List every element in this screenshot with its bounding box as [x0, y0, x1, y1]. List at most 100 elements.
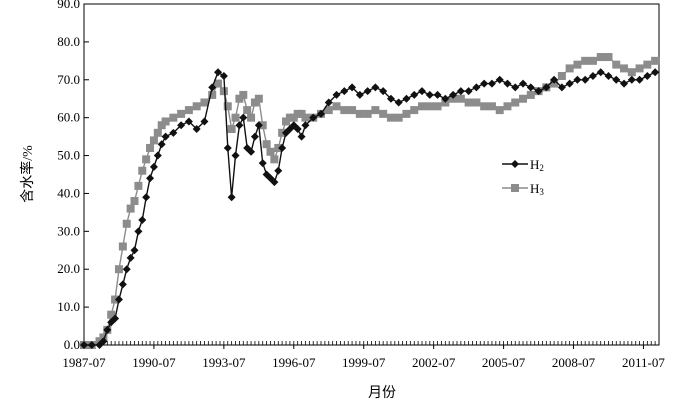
data-point: [433, 90, 442, 99]
x-axis: 1987-07 1990-07 1993-07 1996-07 1999-07 2002-…: [62, 341, 665, 370]
data-point: [348, 106, 357, 115]
x-tick-label: 1996-07: [272, 355, 316, 370]
data-point: [596, 68, 605, 77]
data-point: [250, 132, 259, 141]
data-point: [581, 56, 590, 65]
data-point: [573, 60, 582, 69]
data-point: [588, 71, 597, 80]
data-point: [270, 178, 279, 187]
data-point: [114, 295, 123, 304]
legend: H2 H3: [502, 157, 544, 197]
data-point: [111, 314, 120, 323]
data-point: [126, 253, 135, 262]
data-point: [635, 64, 644, 73]
data-point: [184, 117, 193, 126]
data-point: [612, 60, 621, 69]
data-point: [651, 68, 660, 77]
data-point: [266, 147, 275, 156]
data-point: [134, 181, 143, 190]
data-point: [149, 136, 158, 145]
data-point: [487, 79, 496, 88]
x-tick-label: 2005-07: [482, 355, 526, 370]
x-tick-label: 1987-07: [62, 355, 106, 370]
series-line: [84, 71, 656, 346]
data-point: [262, 140, 271, 149]
series-line: [84, 56, 656, 346]
data-point: [627, 75, 636, 84]
data-point: [418, 87, 427, 96]
data-point: [573, 75, 582, 84]
data-point: [620, 79, 629, 88]
data-point: [480, 79, 489, 88]
data-point: [177, 109, 186, 118]
data-point: [332, 102, 341, 111]
data-point: [138, 215, 147, 224]
data-point: [456, 94, 465, 103]
data-point: [161, 132, 170, 141]
data-point: [177, 121, 186, 130]
data-point: [114, 265, 123, 274]
data-point: [169, 128, 178, 137]
data-point: [254, 121, 263, 130]
y-tick-label: 70.0: [57, 72, 80, 87]
data-point: [495, 106, 504, 115]
data-point: [643, 60, 652, 69]
data-point: [219, 87, 228, 96]
data-point: [495, 75, 504, 84]
data-point: [208, 83, 217, 92]
data-point: [142, 155, 151, 164]
data-point: [103, 325, 112, 334]
data-point: [355, 109, 364, 118]
data-point: [223, 143, 232, 152]
data-point: [379, 87, 388, 96]
data-point: [130, 197, 139, 206]
data-point: [146, 143, 155, 152]
data-point: [526, 83, 535, 92]
x-tick-label: 2002-07: [412, 355, 456, 370]
legend-label: H2: [530, 157, 544, 173]
data-point: [441, 94, 450, 103]
data-point: [239, 90, 248, 99]
data-point: [200, 98, 209, 107]
data-point: [519, 94, 528, 103]
legend-item-H3: H3: [502, 181, 544, 197]
data-point: [219, 71, 228, 80]
data-point: [386, 113, 395, 122]
data-point: [316, 109, 325, 118]
data-point: [511, 98, 520, 107]
legend-label: H3: [530, 181, 544, 197]
data-point: [157, 140, 166, 149]
data-point: [122, 219, 131, 228]
data-point: [425, 102, 434, 111]
data-point: [309, 113, 318, 122]
data-point: [534, 87, 543, 96]
data-point: [355, 90, 364, 99]
data-point: [581, 75, 590, 84]
series-layer: [80, 53, 660, 349]
y-tick-label: 20.0: [57, 261, 80, 276]
data-point: [161, 117, 170, 126]
data-point: [254, 94, 263, 103]
data-point: [214, 68, 223, 77]
data-point: [231, 113, 240, 122]
data-point: [472, 83, 481, 92]
data-point: [503, 79, 512, 88]
data-point: [301, 113, 310, 122]
y-tick-label: 50.0: [57, 148, 80, 163]
data-point: [612, 75, 621, 84]
data-point: [643, 71, 652, 80]
data-point: [604, 53, 613, 62]
data-point: [371, 83, 380, 92]
data-point: [247, 147, 256, 156]
legend-item-H2: H2: [502, 157, 544, 173]
y-tick-label: 10.0: [57, 299, 80, 314]
data-point: [348, 83, 357, 92]
data-point: [511, 184, 519, 192]
data-point: [379, 109, 388, 118]
data-point: [214, 79, 223, 88]
data-point: [142, 193, 151, 202]
data-point: [134, 227, 143, 236]
data-point: [235, 121, 244, 130]
data-point: [433, 102, 442, 111]
